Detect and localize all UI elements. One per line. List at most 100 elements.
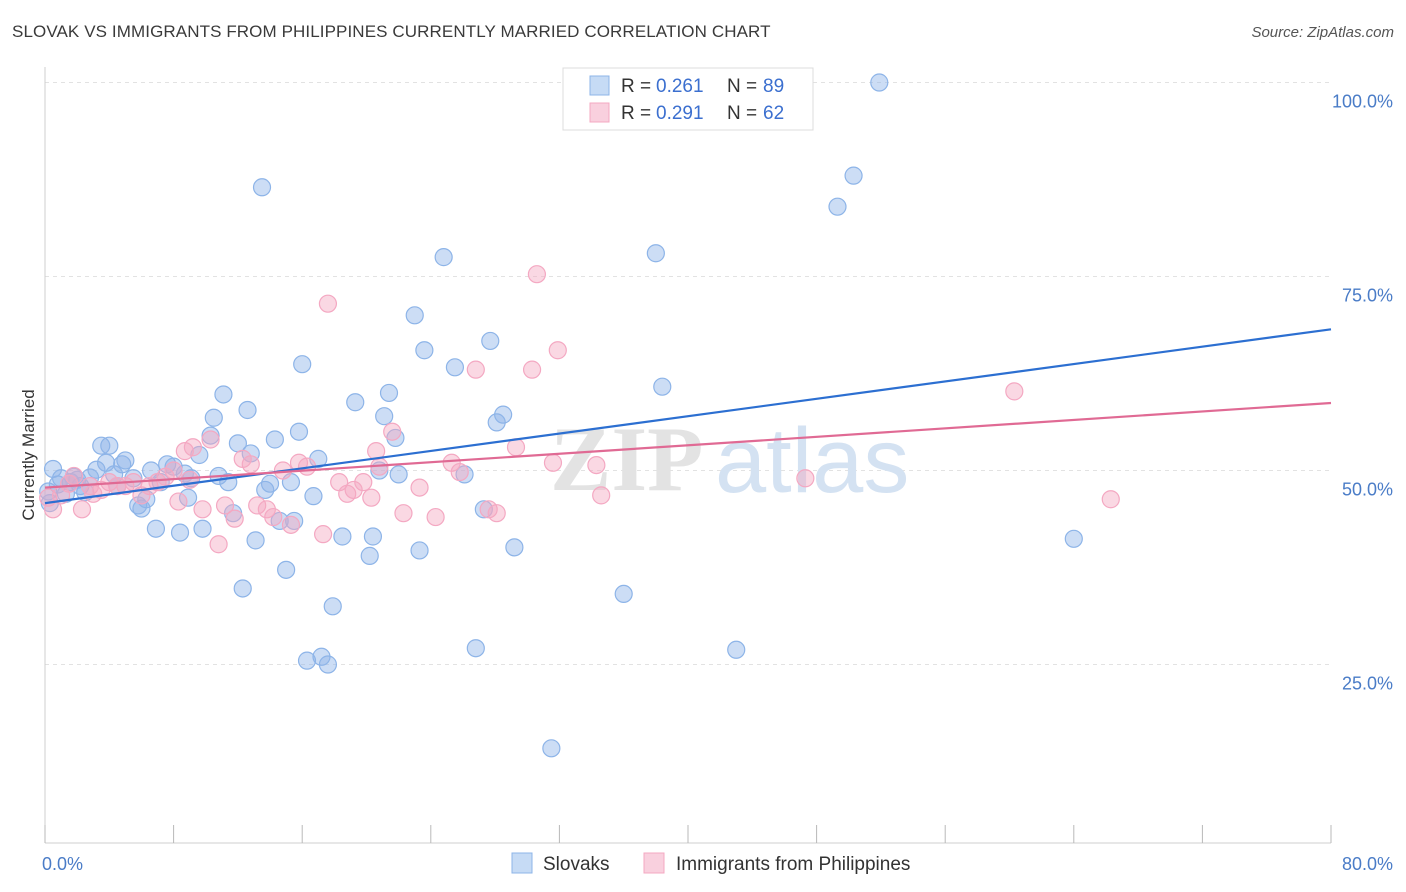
watermark-atlas: atlas (715, 410, 909, 512)
philippines-point-55 (522, 360, 542, 379)
slovaks-point-15 (100, 436, 119, 455)
legend-n-philippines: 62 (763, 103, 784, 124)
philippines-point-22 (193, 500, 212, 519)
philippines-point-31 (264, 507, 283, 527)
slovaks-point-31 (178, 488, 198, 507)
x-tick-label-0: 0.0% (42, 854, 83, 874)
philippines-point-56 (527, 265, 546, 284)
slovaks-point-84 (614, 584, 633, 604)
slovaks-point-67 (375, 407, 394, 426)
slovaks-point-12 (87, 460, 106, 479)
slovaks-point-46 (252, 178, 272, 197)
philippines-point-47 (410, 478, 429, 497)
legend-top: R = 0.261 N = 89 R = 0.291 N = 62 (562, 67, 814, 131)
philippines-point-24 (209, 535, 228, 554)
philippines-trend-line (44, 401, 1332, 489)
watermark-zip: ZIP (550, 408, 703, 510)
chart-title: SLOVAK VS IMMIGRANTS FROM PHILIPPINES CU… (12, 22, 771, 41)
legend-n-slovaks: 89 (763, 76, 784, 97)
slovaks-point-85 (646, 244, 665, 263)
slovaks-point-38 (214, 385, 233, 404)
slovaks-point-72 (410, 541, 429, 560)
x-tick-labels: 0.0% 80.0% (42, 854, 1393, 874)
slovaks-point-81 (494, 405, 513, 424)
watermark: ZIP atlas (550, 408, 909, 512)
philippines-point-26 (225, 509, 244, 528)
slovaks-point-49 (265, 430, 284, 449)
slovaks-point-36 (204, 408, 223, 427)
philippines-point-17 (164, 461, 183, 480)
slovaks-points (39, 73, 1083, 758)
legend-swatch-philippines (589, 102, 610, 123)
slovaks-point-43 (238, 400, 257, 420)
philippines-point-21 (183, 438, 202, 457)
slovaks-point-61 (323, 597, 342, 616)
slovaks-point-90 (870, 73, 889, 92)
philippines-point-46 (394, 504, 413, 523)
axes (44, 67, 1332, 844)
slovaks-point-47 (256, 480, 275, 500)
legend-n-label-slovaks: N = (727, 76, 757, 97)
bottom-legend-swatch-philippines (643, 852, 665, 874)
slovaks-point-34 (193, 519, 212, 538)
philippines-point-20 (180, 470, 199, 489)
slovaks-point-89 (844, 166, 863, 185)
slovaks-point-70 (389, 465, 408, 484)
slovaks-point-91 (1064, 529, 1083, 548)
slovaks-point-64 (360, 546, 379, 565)
slovaks-point-77 (466, 639, 485, 658)
slovaks-point-76 (455, 465, 474, 484)
slovaks-point-65 (363, 527, 383, 546)
philippines-point-1 (43, 500, 63, 519)
legend-swatch-slovaks (589, 75, 610, 96)
slovaks-point-22 (132, 499, 151, 518)
slovaks-point-55 (293, 355, 312, 374)
slovaks-point-42 (233, 579, 252, 598)
philippines-point-43 (367, 442, 386, 461)
slovaks-point-56 (297, 651, 317, 670)
y-tick-labels: 25.0% 50.0% 75.0% 100.0% (1332, 92, 1393, 694)
slovaks-point-83 (542, 739, 561, 758)
philippines-point-61 (796, 469, 815, 488)
philippines-point-57 (543, 453, 563, 472)
slovaks-point-74 (434, 248, 453, 267)
philippines-point-18 (169, 492, 188, 511)
slovaks-point-57 (304, 487, 323, 506)
philippines-point-4 (64, 466, 84, 486)
bottom-legend-label-philippines: Immigrants from Philippines (676, 854, 910, 875)
philippines-point-37 (318, 294, 338, 313)
y-tick-label-1: 50.0% (1342, 480, 1393, 500)
philippines-point-42 (362, 488, 381, 507)
philippines-point-29 (248, 496, 267, 515)
slovaks-point-54 (289, 422, 309, 441)
philippines-point-23 (201, 430, 220, 449)
slovaks-point-25 (146, 519, 166, 538)
y-tick-label-2: 75.0% (1342, 286, 1393, 306)
slovaks-point-35 (201, 426, 220, 445)
philippines-point-5 (72, 500, 92, 519)
legend-r-philippines: 0.291 (656, 103, 704, 124)
slovaks-point-87 (727, 640, 746, 659)
slovaks-point-88 (828, 197, 847, 216)
legend-r-label-philippines: R = (621, 103, 651, 124)
slovaks-point-60 (318, 655, 338, 674)
legend-r-label-slovaks: R = (621, 76, 651, 97)
y-tick-label-3: 100.0% (1332, 92, 1393, 112)
y-tick-label-0: 25.0% (1342, 674, 1393, 694)
philippines-point-62 (1005, 382, 1024, 401)
slovaks-point-79 (481, 331, 500, 351)
x-tick-label-1: 80.0% (1342, 854, 1393, 874)
philippines-point-59 (587, 455, 606, 475)
philippines-point-28 (241, 455, 260, 474)
slovaks-point-73 (415, 341, 434, 360)
philippines-point-33 (281, 515, 301, 534)
slovaks-point-71 (405, 306, 424, 325)
philippines-point-48 (426, 507, 445, 527)
slovaks-point-82 (505, 538, 524, 557)
philippines-point-60 (592, 486, 611, 505)
philippines-point-58 (548, 341, 567, 360)
philippines-point-36 (313, 525, 333, 544)
slovaks-point-62 (333, 527, 352, 546)
philippines-point-40 (344, 480, 363, 500)
philippines-point-50 (450, 462, 469, 482)
